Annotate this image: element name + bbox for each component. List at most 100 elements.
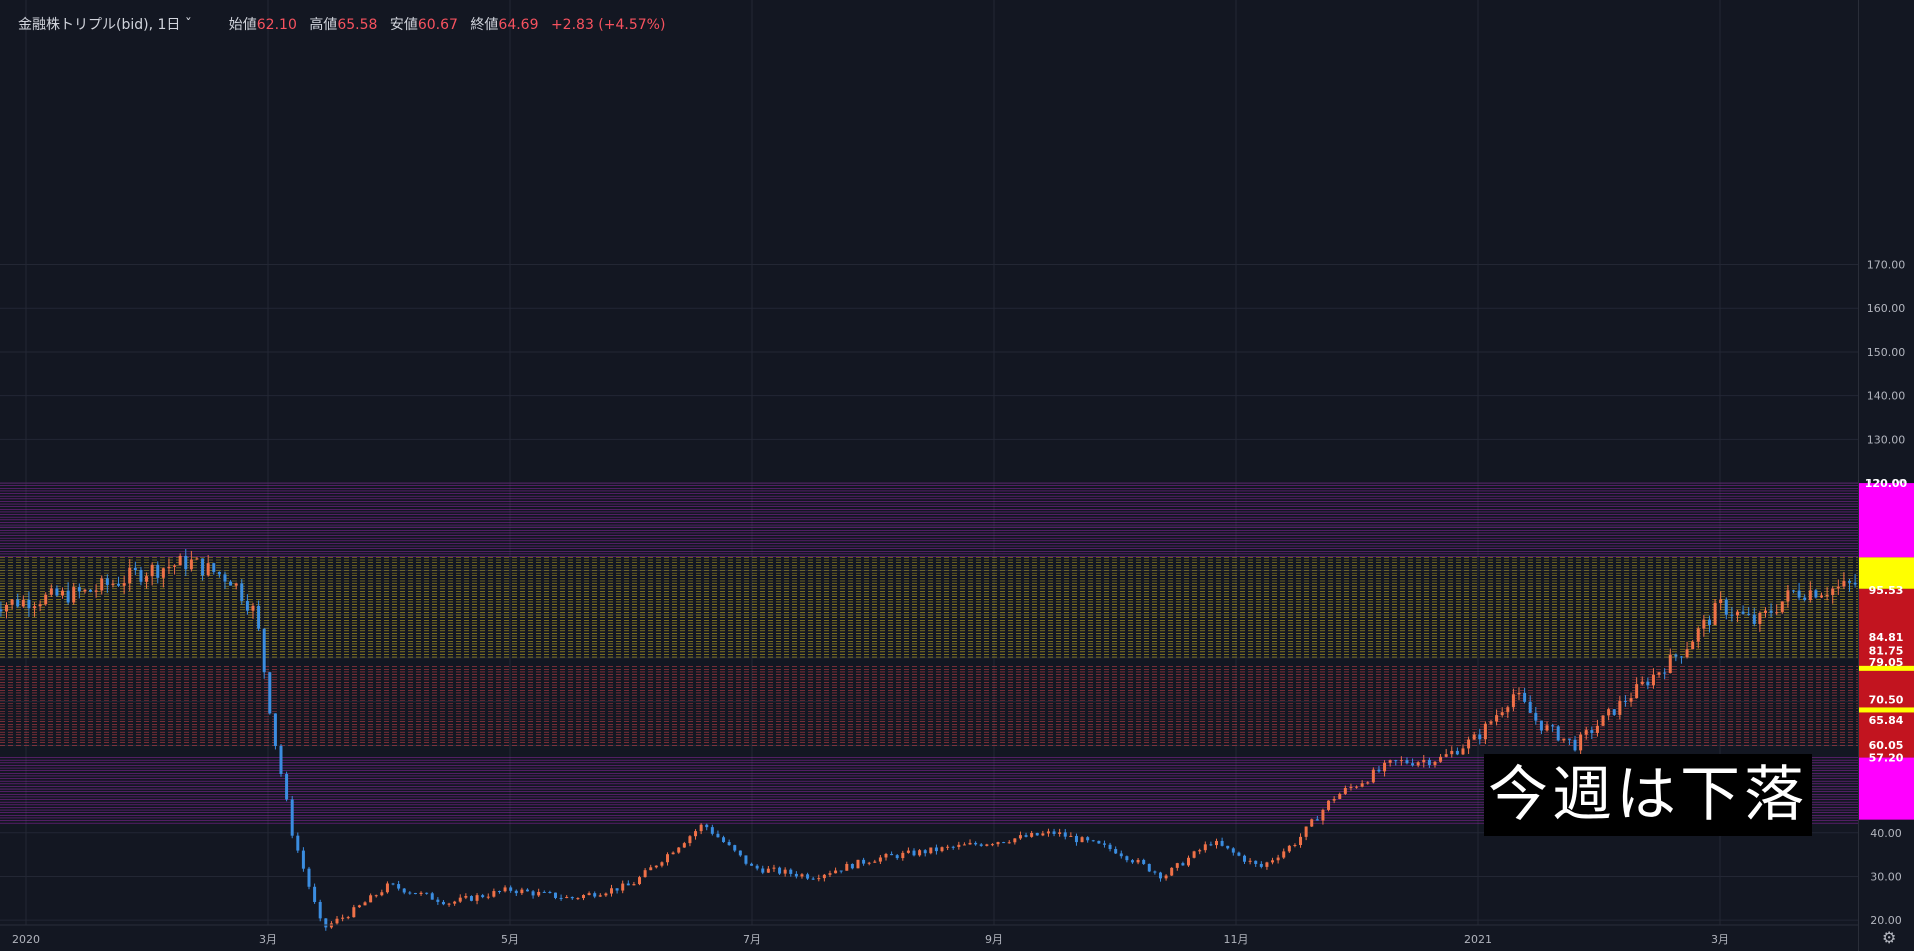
candle-body (654, 865, 658, 868)
settings-gear-icon[interactable]: ⚙ (1882, 928, 1897, 947)
candle-body (1158, 872, 1162, 879)
candle-body (783, 869, 787, 874)
candle-body (1573, 739, 1577, 751)
candle-body (5, 604, 9, 612)
candle-body (1198, 850, 1202, 852)
candle-body (1254, 860, 1258, 864)
ohlc-legend: 金融株トリプル(bid), 1日 ˇ 始値62.10 高値65.58 安値60.… (18, 14, 665, 34)
candle-body (850, 863, 854, 869)
candle-body (1186, 857, 1190, 866)
candle-body (469, 896, 473, 901)
candle-body (201, 558, 205, 576)
candle-body (1338, 793, 1342, 799)
magenta-level-strip-low (1859, 757, 1914, 820)
candle-body (1086, 837, 1090, 841)
low-value: 60.67 (417, 17, 458, 33)
candle-body (1315, 819, 1319, 821)
candle-body (363, 902, 367, 906)
candle-body (1321, 809, 1325, 821)
candle-body (161, 568, 165, 578)
candle-body (1142, 859, 1146, 864)
candle-body (1523, 692, 1527, 702)
candle-body (514, 890, 518, 894)
candle-body (1534, 712, 1538, 721)
candle-body (1444, 754, 1448, 757)
candle-body (1551, 725, 1555, 727)
candle-body (1539, 720, 1543, 731)
candle-body (273, 713, 277, 746)
candle-body (951, 846, 955, 848)
candle-body (1063, 832, 1067, 837)
candle-body (497, 891, 501, 893)
candle-body (1797, 590, 1801, 598)
candle-body (402, 888, 406, 893)
candle-body (1119, 853, 1123, 857)
candle-body (1601, 715, 1605, 726)
candle-body (1791, 590, 1795, 592)
candle-body (974, 842, 978, 845)
candle-body (100, 578, 104, 591)
close-value: 64.69 (498, 17, 539, 33)
candle-body (150, 564, 154, 577)
candle-body (1612, 709, 1616, 715)
candle-body (1607, 709, 1611, 716)
candle-body (1483, 723, 1487, 740)
candle-body (1209, 844, 1213, 846)
candle-body (1422, 759, 1426, 763)
candle-body (21, 599, 25, 607)
candle-body (1136, 859, 1140, 863)
time-tick-label: 3月 (1711, 933, 1729, 946)
price-tick-label: 160.00 (1867, 302, 1906, 315)
candle-body (1820, 595, 1824, 598)
candle-body (1719, 599, 1723, 604)
candle-body (1018, 835, 1022, 839)
candle-body (1091, 840, 1095, 842)
candle-body (335, 918, 339, 924)
candle-body (425, 892, 429, 894)
candle-body (1265, 862, 1269, 867)
symbol-title[interactable]: 金融株トリプル(bid), 1日 (18, 17, 181, 33)
candle-body (49, 588, 53, 595)
price-tick-label: 140.00 (1867, 390, 1906, 403)
candle-body (1041, 833, 1045, 836)
candle-body (1758, 612, 1762, 624)
candle-body (1427, 759, 1431, 765)
candle-body (453, 901, 457, 904)
candle-body (1808, 590, 1812, 601)
high-value: 65.58 (337, 17, 378, 33)
candle-body (1562, 738, 1566, 741)
candle-body (1046, 831, 1050, 834)
time-tick-label: 3月 (259, 933, 277, 946)
candle-body (895, 855, 899, 859)
candle-body (682, 843, 686, 848)
candle-body (66, 590, 70, 603)
candle-body (27, 599, 31, 609)
candle-body (1842, 581, 1846, 587)
candle-body (1355, 786, 1359, 788)
candle-body (811, 878, 815, 880)
candle-body (1069, 835, 1073, 837)
candle-body (1383, 762, 1387, 772)
candle-body (1763, 610, 1767, 613)
candle-body (694, 831, 698, 837)
candle-body (1556, 726, 1560, 741)
candle-body (296, 835, 300, 851)
candle-body (1584, 730, 1588, 735)
candle-body (1248, 860, 1252, 862)
candle-body (122, 583, 126, 586)
candle-body (447, 903, 451, 905)
candle-body (189, 559, 193, 570)
candle-body (419, 892, 423, 895)
chevron-down-icon[interactable]: ˇ (184, 17, 192, 33)
candle-body (61, 590, 65, 596)
candle-body (156, 564, 160, 578)
candle-body (873, 861, 877, 863)
candle-body (1332, 798, 1336, 801)
time-tick-label: 5月 (501, 933, 519, 946)
candle-body (1668, 654, 1672, 674)
candle-body (1007, 842, 1011, 844)
candle-body (542, 891, 546, 893)
time-tick-label: 11月 (1224, 933, 1249, 946)
